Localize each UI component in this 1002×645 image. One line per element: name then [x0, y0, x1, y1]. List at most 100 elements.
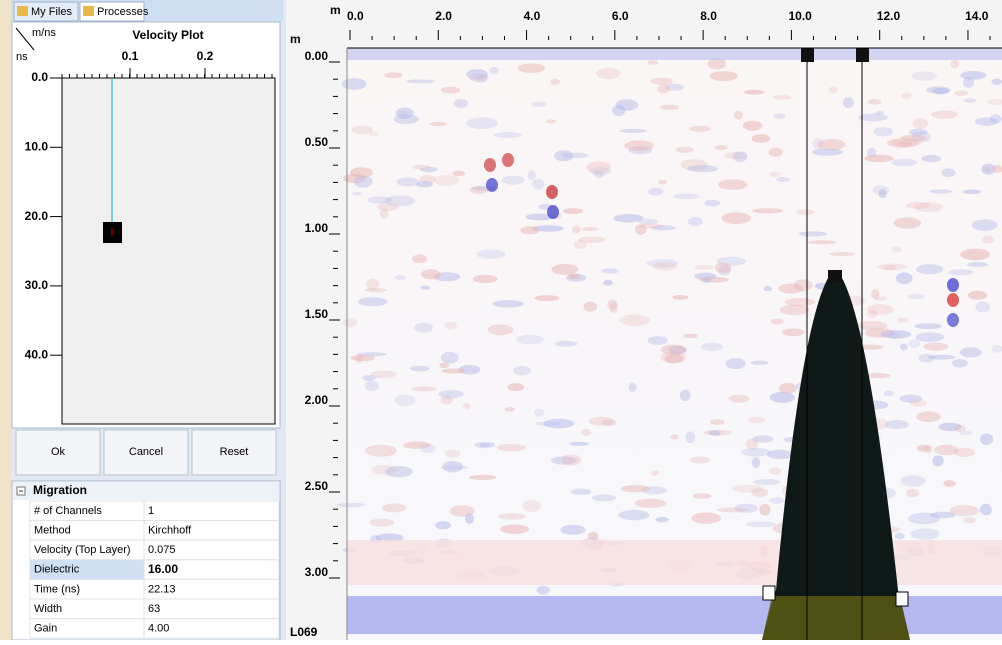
texture	[492, 300, 525, 308]
texture	[366, 278, 380, 291]
texture	[634, 498, 667, 508]
property-value: 16.00	[148, 562, 178, 576]
y-ruler-label: 0.00	[305, 49, 329, 63]
button[interactable]	[15, 429, 101, 476]
texture	[595, 67, 621, 80]
texture	[350, 355, 375, 362]
texture	[513, 365, 532, 376]
tab-label[interactable]: Processes	[97, 6, 149, 18]
property-value-cell[interactable]	[143, 500, 280, 522]
texture	[382, 503, 407, 513]
texture	[728, 394, 750, 403]
tab-icon	[83, 6, 94, 16]
handle[interactable]	[762, 585, 776, 601]
texture	[733, 110, 743, 120]
texture	[829, 251, 856, 257]
texture	[796, 209, 815, 216]
texture	[960, 70, 987, 80]
texture	[784, 297, 815, 307]
texture	[591, 494, 617, 502]
texture	[501, 175, 525, 185]
texture	[371, 464, 397, 475]
texture	[496, 444, 526, 452]
apex-handle[interactable]	[828, 270, 842, 282]
texture	[500, 524, 530, 534]
texture	[894, 532, 905, 540]
texture	[532, 225, 564, 232]
texture	[714, 262, 732, 274]
texture	[664, 353, 684, 364]
texture	[811, 148, 844, 156]
texture	[657, 180, 668, 185]
texture	[732, 151, 748, 163]
x-ruler-label: 0.0	[347, 9, 364, 23]
texture	[602, 418, 616, 427]
tab-icon	[17, 6, 28, 16]
texture	[438, 389, 464, 399]
texture	[954, 90, 969, 96]
texture	[498, 513, 526, 520]
tab[interactable]	[13, 1, 79, 22]
texture	[991, 344, 1002, 353]
texture	[702, 278, 711, 283]
texture	[883, 390, 894, 397]
button-label[interactable]: Ok	[51, 446, 66, 458]
texture	[577, 236, 607, 244]
texture	[768, 147, 783, 157]
texture	[718, 179, 748, 190]
texture	[652, 262, 678, 271]
texture	[444, 449, 461, 458]
property-value-cell[interactable]	[143, 618, 280, 639]
texture	[527, 170, 537, 180]
texture	[420, 443, 436, 453]
texture	[395, 107, 414, 119]
property-value: 63	[148, 603, 160, 615]
texture	[714, 145, 728, 151]
y-tick-label: 10.0	[25, 139, 49, 153]
texture	[916, 411, 941, 423]
texture	[367, 196, 393, 204]
texture	[587, 532, 599, 540]
tab[interactable]	[79, 1, 145, 22]
corner-divider	[15, 27, 35, 51]
y-unit: ns	[16, 51, 28, 63]
texture	[874, 296, 887, 301]
texture	[384, 72, 403, 79]
texture	[943, 480, 956, 487]
handle[interactable]	[801, 48, 814, 62]
texture	[607, 299, 618, 310]
property-value-cell[interactable]	[143, 598, 280, 620]
texture	[657, 83, 670, 94]
texture	[828, 86, 838, 94]
texture	[664, 83, 685, 92]
texture	[812, 138, 824, 150]
texture	[868, 98, 882, 105]
x-ruler-unit: m	[330, 3, 341, 17]
texture	[588, 416, 614, 426]
texture	[572, 225, 581, 234]
texture	[600, 268, 620, 274]
y-ruler-label: 3.00	[305, 565, 329, 579]
texture	[929, 511, 956, 519]
button-label[interactable]: Cancel	[129, 446, 163, 458]
tab-label[interactable]: My Files	[31, 6, 72, 18]
texture	[908, 128, 928, 136]
button-label[interactable]: Reset	[220, 446, 249, 458]
texture	[468, 474, 497, 480]
button[interactable]	[191, 429, 277, 476]
handle[interactable]	[856, 48, 869, 62]
button[interactable]	[103, 429, 189, 476]
property-name: # of Channels	[34, 505, 102, 517]
texture	[440, 351, 459, 364]
texture	[974, 117, 998, 126]
texture	[856, 320, 888, 331]
handle[interactable]	[895, 591, 909, 607]
texture	[750, 360, 769, 365]
texture	[932, 87, 950, 95]
texture	[770, 318, 784, 325]
texture	[369, 518, 394, 527]
texture	[515, 334, 544, 345]
texture	[573, 240, 587, 250]
texture	[746, 521, 777, 528]
texture	[620, 485, 651, 493]
